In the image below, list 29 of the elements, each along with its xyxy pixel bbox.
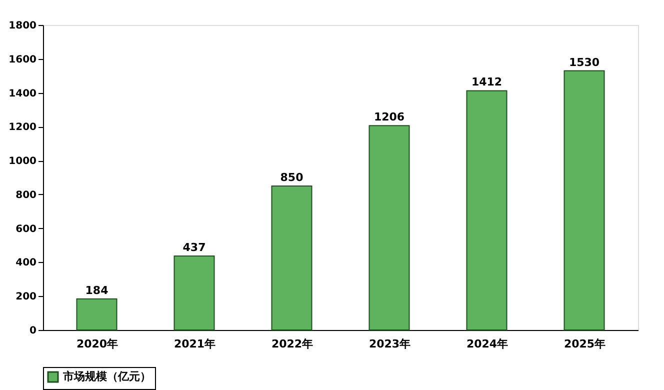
data-label: 1412 <box>471 76 502 89</box>
bar <box>368 125 410 330</box>
y-tick-label: 1600 <box>8 54 37 66</box>
x-tick-label: 2025年 <box>564 338 606 350</box>
y-tick-label: 1000 <box>8 156 37 168</box>
y-tick-label: 600 <box>16 224 37 235</box>
x-tick-label: 2020年 <box>76 338 118 350</box>
y-tick-label: 200 <box>16 292 37 303</box>
data-label: 1530 <box>568 56 600 69</box>
bar <box>466 90 508 330</box>
y-tick-label: 0 <box>30 326 37 336</box>
data-label: 850 <box>280 170 304 184</box>
y-tick-label: 400 <box>16 258 37 269</box>
data-label: 1206 <box>374 110 405 124</box>
data-label: 437 <box>182 240 206 254</box>
data-label: 184 <box>85 284 109 297</box>
y-tick-label: 1400 <box>8 88 37 100</box>
bar <box>174 255 215 330</box>
bar <box>564 70 605 330</box>
bar <box>271 185 312 330</box>
y-tick-label: 800 <box>16 190 37 201</box>
x-tick-label: 2021年 <box>174 338 216 350</box>
y-tick-label: 1200 <box>8 122 37 134</box>
x-tick-label: 2023年 <box>368 338 411 350</box>
y-tick-label: 1800 <box>8 20 37 32</box>
legend-label: 市场规模（亿元） <box>62 370 151 383</box>
x-tick-label: 2024年 <box>466 338 508 350</box>
bar <box>76 298 118 330</box>
x-tick-label: 2022年 <box>271 338 314 350</box>
